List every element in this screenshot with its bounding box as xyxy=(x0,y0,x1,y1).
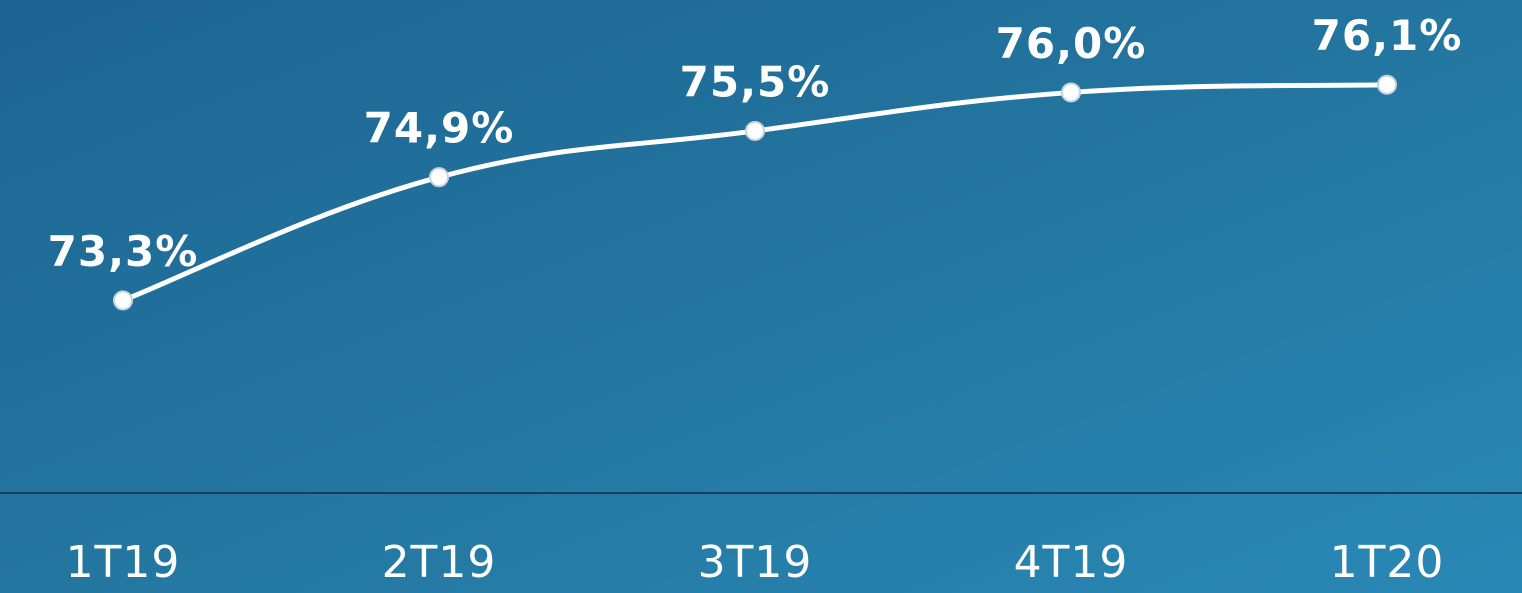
point xyxy=(746,122,764,140)
x-tick-label: 1T19 xyxy=(66,537,181,588)
value-label: 76,1% xyxy=(1312,11,1463,60)
x-tick-label: 3T19 xyxy=(698,537,813,588)
x-tick-label: 4T19 xyxy=(1014,537,1129,588)
value-label: 75,5% xyxy=(680,57,831,106)
x-tick-label: 1T20 xyxy=(1330,537,1445,588)
value-label: 76,0% xyxy=(996,19,1147,68)
point xyxy=(1378,76,1396,94)
point xyxy=(1062,83,1080,101)
x-tick-label: 2T19 xyxy=(382,537,497,588)
chart: 1T19 2T19 3T19 4T19 1T20 73,3% 74,9% 75,5% 76,0%… xyxy=(0,0,1522,593)
value-label: 73,3% xyxy=(48,227,199,276)
value-label: 74,9% xyxy=(364,104,515,153)
point xyxy=(430,168,448,186)
point xyxy=(114,291,132,309)
